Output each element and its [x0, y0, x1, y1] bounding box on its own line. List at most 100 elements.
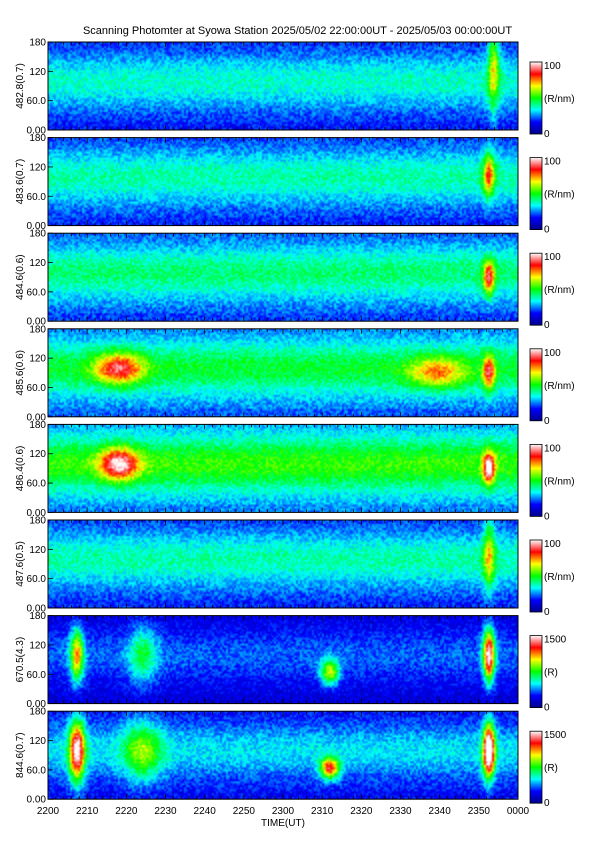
y-tick-label: 180 — [29, 324, 46, 335]
y-tick-label: 180 — [29, 611, 46, 622]
y-tick-label: 120 — [29, 67, 46, 78]
colorbar-min-label: 0 — [544, 416, 550, 427]
y-tick-label: 0.00 — [27, 221, 47, 232]
heatmap-image — [48, 233, 518, 322]
y-tick-label: 0.00 — [27, 699, 47, 710]
x-axis-label: TIME(UT) — [261, 818, 305, 829]
colorbar — [529, 730, 543, 804]
colorbar — [529, 61, 543, 135]
colorbar-min-label: 0 — [544, 798, 550, 809]
panel-3: 0.00 60.0 120 180 484.6(0.6) 100 (R/nm) 0 — [15, 229, 575, 332]
colorbar-unit-label: (R/nm) — [544, 572, 575, 583]
y-tick-label: 120 — [29, 258, 46, 269]
colorbar-unit-label: (R/nm) — [544, 476, 575, 487]
y-tick-label: 120 — [29, 545, 46, 556]
y-tick-label: 120 — [29, 162, 46, 173]
x-tick-label: 2230 — [154, 806, 177, 817]
x-tick-label: 2310 — [311, 806, 334, 817]
y-tick-label: 120 — [29, 449, 46, 460]
panel-6: 0.00 60.0 120 180 487.6(0.5) 100 (R/nm) 0 — [15, 516, 575, 619]
colorbar-min-label: 0 — [544, 607, 550, 618]
y-tick-label: 60.0 — [27, 765, 47, 776]
colorbar-max-label: 100 — [544, 61, 561, 72]
panel-1: 0.00 60.0 120 180 482.8(0.7) 100 (R/nm) 0 — [15, 38, 575, 141]
x-tick-label: 0000 — [507, 806, 530, 817]
y-tick-label: 180 — [29, 38, 46, 49]
colorbar-max-label: 100 — [544, 348, 561, 359]
y-tick-label: 60.0 — [27, 574, 47, 585]
colorbar-max-label: 1500 — [544, 730, 567, 741]
colorbar — [529, 157, 543, 231]
panel-ylabel: 482.8(0.7) — [15, 63, 26, 109]
y-tick-label: 180 — [29, 420, 46, 431]
colorbar-min-label: 0 — [544, 511, 550, 522]
y-tick-label: 120 — [29, 640, 46, 651]
panel-ylabel: 486.4(0.6) — [15, 446, 26, 492]
heatmap-image — [48, 711, 518, 800]
panel-ylabel: 670.5(4.3) — [15, 637, 26, 683]
colorbar — [529, 539, 543, 613]
heatmap-image — [48, 424, 518, 513]
y-tick-label: 0.00 — [27, 126, 47, 137]
chart-title: Scanning Photomter at Syowa Station 2025… — [82, 25, 513, 37]
x-tick-label: 2200 — [37, 806, 60, 817]
y-tick-label: 60.0 — [27, 383, 47, 394]
colorbar-unit-label: (R/nm) — [544, 285, 575, 296]
colorbar — [529, 443, 543, 517]
x-tick-label: 2300 — [272, 806, 295, 817]
x-tick-label: 2210 — [76, 806, 99, 817]
y-tick-label: 180 — [29, 229, 46, 240]
y-tick-label: 120 — [29, 354, 46, 365]
panel-ylabel: 487.6(0.5) — [15, 541, 26, 587]
y-tick-label: 0.00 — [27, 317, 47, 328]
y-tick-label: 120 — [29, 736, 46, 747]
colorbar-unit-label: (R/nm) — [544, 94, 575, 105]
y-tick-label: 180 — [29, 516, 46, 527]
y-tick-label: 60.0 — [27, 96, 47, 107]
colorbar — [529, 635, 543, 708]
colorbar-min-label: 0 — [544, 320, 550, 331]
y-tick-label: 180 — [29, 133, 46, 144]
panel-8: 0.00 60.0 120 180 844.6(0.7) 1500 (R) 0 — [15, 707, 567, 810]
colorbar-max-label: 100 — [544, 252, 561, 263]
heatmap-image — [48, 42, 518, 130]
colorbar — [529, 252, 543, 326]
panel-5: 0.00 60.0 120 180 486.4(0.6) 100 (R/nm) 0 — [15, 420, 575, 523]
colorbar-min-label: 0 — [544, 129, 550, 140]
panel-ylabel: 844.6(0.7) — [15, 732, 26, 778]
y-tick-label: 60.0 — [27, 192, 47, 203]
x-tick-label: 2330 — [389, 806, 412, 817]
heatmap-image — [48, 520, 518, 608]
colorbar-unit-label: (R/nm) — [544, 190, 575, 201]
colorbar-max-label: 100 — [544, 443, 561, 454]
heatmap-image — [48, 137, 518, 226]
y-tick-label: 0.00 — [27, 508, 47, 519]
y-tick-label: 60.0 — [27, 287, 47, 298]
y-tick-label: 0.00 — [27, 604, 47, 615]
panel-4: 0.00 60.0 120 180 485.6(0.6) 100 (R/nm) 0 — [15, 324, 575, 427]
x-tick-label: 2250 — [233, 806, 256, 817]
y-tick-label: 60.0 — [27, 479, 47, 490]
colorbar-unit-label: (R) — [544, 763, 558, 774]
y-tick-label: 0.00 — [27, 795, 47, 806]
x-tick-label: 2340 — [429, 806, 452, 817]
colorbar — [529, 348, 543, 422]
y-tick-label: 0.00 — [27, 412, 47, 423]
panel-ylabel: 484.6(0.6) — [15, 254, 26, 300]
heatmap-image — [48, 328, 518, 417]
y-tick-label: 60.0 — [27, 670, 47, 681]
colorbar-max-label: 100 — [544, 157, 561, 168]
panel-ylabel: 485.6(0.6) — [15, 350, 26, 396]
x-tick-label: 2350 — [468, 806, 491, 817]
x-tick-label: 2320 — [350, 806, 373, 817]
heatmap-image — [48, 615, 518, 704]
colorbar-unit-label: (R/nm) — [544, 381, 575, 392]
panel-2: 0.00 60.0 120 180 483.6(0.7) 100 (R/nm) 0 — [15, 133, 575, 236]
x-tick-label: 2240 — [194, 806, 217, 817]
x-tick-label: 2220 — [115, 806, 138, 817]
colorbar-min-label: 0 — [544, 225, 550, 236]
colorbar-max-label: 100 — [544, 539, 561, 550]
colorbar-unit-label: (R) — [544, 668, 558, 679]
colorbar-max-label: 1500 — [544, 635, 567, 646]
panel-ylabel: 483.6(0.7) — [15, 159, 26, 205]
